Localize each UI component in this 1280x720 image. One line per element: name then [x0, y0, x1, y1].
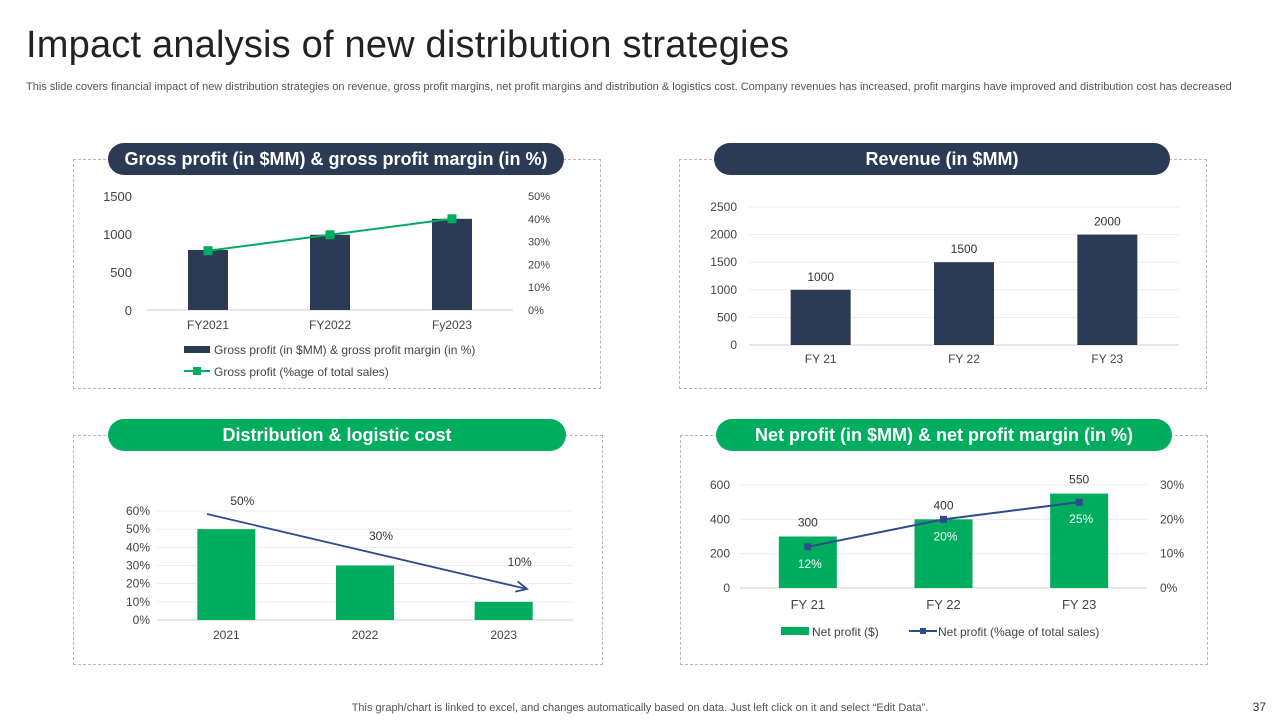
y2-tick-label: 20% [1160, 512, 1184, 526]
distribution-chart[interactable]: 0% 10% 20% 30% 40% 50% 60% 50% 2021 30% 2022 10% 202… [73, 435, 603, 665]
legend-label-line: Gross profit (%age of total sales) [214, 365, 389, 379]
x-tick-label: FY2022 [309, 318, 351, 332]
y-tick-label: 1500 [103, 189, 132, 204]
y-tick-label: 60% [126, 504, 150, 518]
legend-swatch-marker [920, 628, 926, 634]
y2-tick-label: 40% [528, 214, 550, 226]
data-label: 300 [798, 516, 818, 530]
y-tick-label: 40% [126, 540, 150, 554]
y-tick-label: 0 [723, 581, 730, 595]
y-tick-label: 50% [126, 522, 150, 536]
y-tick-label: 2000 [710, 228, 737, 242]
point-gross-margin [325, 230, 335, 240]
bar-revenue [1077, 234, 1138, 345]
x-tick-label: FY 23 [1091, 352, 1123, 366]
bar-gross-profit [310, 234, 350, 310]
y-tick-label: 0 [125, 303, 132, 318]
y-tick-label: 30% [126, 559, 150, 573]
gross-profit-title: Gross profit (in $MM) & gross profit mar… [108, 143, 564, 175]
y-tick-label: 0 [730, 338, 737, 352]
x-tick-label: FY 21 [791, 597, 825, 612]
x-tick-label: FY 22 [926, 597, 960, 612]
y2-tick-label: 10% [1160, 547, 1184, 561]
y2-tick-label: 10% [528, 282, 550, 294]
bar-distribution-cost [474, 601, 533, 620]
bar-revenue [934, 262, 994, 345]
bar-gross-profit [188, 249, 228, 310]
y-tick-label: 1000 [710, 283, 737, 297]
x-tick-label: Fy2023 [432, 318, 472, 332]
x-tick-label: FY 22 [948, 352, 980, 366]
y-tick-label: 10% [126, 595, 150, 609]
page-subtitle: This slide covers financial impact of ne… [26, 81, 1232, 93]
bar-net-profit [914, 519, 973, 588]
bar-distribution-cost [197, 529, 256, 620]
y2-tick-label: 50% [528, 191, 550, 203]
trend-arrow-head [515, 580, 530, 593]
y-tick-label: 20% [126, 577, 150, 591]
revenue-chart[interactable]: 0 500 1000 1500 2000 2500 1000 FY 21 1500 FY 22 20… [679, 159, 1207, 389]
data-label-margin: 12% [798, 557, 822, 571]
y2-tick-label: 30% [1160, 478, 1184, 492]
data-label: 400 [933, 498, 953, 512]
page-number: 37 [1252, 700, 1266, 714]
y2-tick-label: 30% [528, 237, 550, 249]
revenue-title: Revenue (in $MM) [714, 143, 1170, 175]
y-tick-label: 600 [710, 478, 730, 492]
trend-arrow-line [206, 513, 528, 590]
bar-gross-profit [432, 218, 472, 310]
bar-net-profit [1050, 493, 1109, 588]
data-label: 50% [230, 494, 254, 508]
y-tick-label: 200 [710, 547, 730, 561]
bar-revenue [790, 289, 851, 345]
point-net-margin [804, 543, 812, 551]
data-label-margin: 20% [933, 529, 957, 543]
x-tick-label: FY 21 [805, 352, 837, 366]
x-tick-label: 2023 [490, 628, 517, 642]
point-gross-margin [203, 246, 213, 256]
net-profit-chart[interactable]: 0 200 400 600 0% 10% 20% 30% 300 FY 21 400 FY 22 550… [680, 435, 1208, 665]
data-label: 1500 [951, 242, 978, 256]
page-title: Impact analysis of new distribution stra… [26, 24, 790, 66]
legend-label-line: Net profit (%age of total sales) [938, 625, 1099, 639]
y-tick-label: 0% [133, 613, 151, 627]
y-tick-label: 500 [110, 265, 132, 280]
y-tick-label: 1000 [103, 227, 132, 242]
bar-distribution-cost [336, 565, 394, 620]
y-tick-label: 1500 [710, 255, 737, 269]
data-label: 2000 [1094, 215, 1121, 229]
footer-note: This graph/chart is linked to excel, and… [351, 702, 929, 714]
y2-tick-label: 0% [528, 305, 544, 317]
data-label: 10% [508, 555, 532, 569]
legend-swatch-bar [781, 627, 809, 635]
data-label: 550 [1069, 473, 1089, 487]
y-tick-label: 2500 [710, 200, 737, 214]
legend-label-bar: Gross profit (in $MM) & gross profit mar… [214, 343, 475, 357]
legend-swatch-marker [193, 367, 201, 375]
gross-profit-chart[interactable]: 0 500 1000 1500 0% 10% 20% 30% 40% 50% FY2021 FY202… [73, 159, 601, 389]
data-label: 1000 [807, 270, 834, 284]
legend-label-bar: Net profit ($) [812, 625, 879, 639]
distribution-title: Distribution & logistic cost [108, 419, 566, 451]
point-net-margin [940, 515, 947, 523]
legend-swatch-bar [184, 346, 210, 353]
net-profit-title: Net profit (in $MM) & net profit margin … [716, 419, 1172, 451]
point-net-margin [1075, 498, 1083, 506]
x-tick-label: FY2021 [187, 318, 229, 332]
y2-tick-label: 0% [1160, 581, 1178, 595]
y2-tick-label: 20% [528, 259, 550, 271]
point-gross-margin [447, 214, 457, 224]
y-tick-label: 500 [717, 310, 737, 324]
data-label: 30% [369, 529, 393, 543]
x-tick-label: 2021 [213, 628, 240, 642]
data-label-margin: 25% [1069, 512, 1093, 526]
y-tick-label: 400 [710, 512, 730, 526]
x-tick-label: 2022 [352, 628, 379, 642]
x-tick-label: FY 23 [1062, 597, 1096, 612]
